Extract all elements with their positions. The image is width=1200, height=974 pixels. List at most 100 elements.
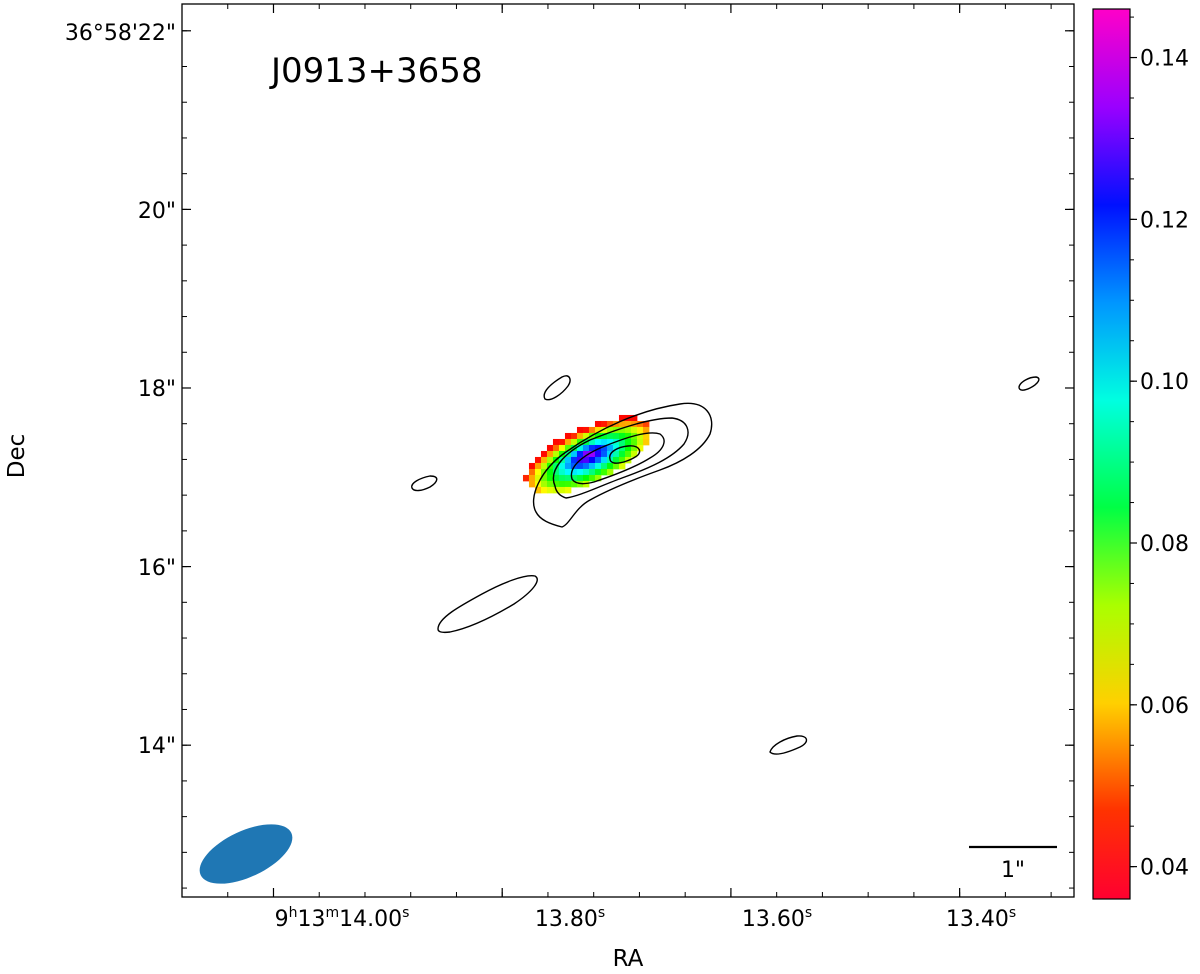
heatmap-pixel [582, 468, 590, 476]
heatmap-pixel [534, 474, 542, 482]
heatmap-pixel [540, 486, 548, 494]
x-tick-label: 13.80s [535, 905, 605, 932]
heatmap-pixel [600, 426, 608, 434]
heatmap-pixel [528, 474, 536, 482]
heatmap-pixel [606, 444, 614, 452]
heatmap-pixel [606, 468, 614, 476]
heatmap-pixel [582, 480, 590, 488]
heatmap-pixel [570, 456, 578, 464]
heatmap-pixel [576, 450, 584, 458]
heatmap-pixel [630, 414, 638, 422]
colorbar-tick-label: 0.10 [1140, 370, 1189, 395]
heatmap-pixel [582, 444, 590, 452]
plot-area: 1" J0913+3658 [181, 3, 1075, 898]
heatmap-pixel [552, 462, 560, 470]
heatmap-pixel [576, 426, 584, 434]
heatmap-pixel [552, 450, 560, 458]
heatmap-pixel [564, 438, 572, 446]
heatmap-pixel [606, 420, 614, 428]
heatmap-pixel [558, 474, 566, 482]
heatmap-pixel [588, 438, 596, 446]
heatmap-pixel [624, 426, 632, 434]
heatmap-pixel [570, 432, 578, 440]
scale-bar: 1" [969, 845, 1057, 883]
contours [411, 375, 1040, 755]
heatmap-pixel [564, 432, 572, 440]
heatmap-pixel [594, 420, 602, 428]
heatmap-pixel [618, 414, 626, 422]
heatmap-pixel [552, 474, 560, 482]
heatmap-pixel [528, 462, 536, 470]
y-axis-title: Dec [4, 434, 30, 479]
heatmap-pixel [600, 420, 608, 428]
heatmap-pixel [642, 420, 650, 428]
beam-ellipse [199, 824, 293, 884]
heatmap-pixel [558, 438, 566, 446]
heatmap-pixel [534, 486, 542, 494]
heatmap-pixel [534, 468, 542, 476]
colorbar-tick-label: 0.14 [1140, 47, 1189, 72]
heatmap-pixel [642, 432, 650, 440]
heatmap-pixel [594, 474, 602, 482]
heatmap-pixel [582, 426, 590, 434]
heatmap-pixel [618, 450, 626, 458]
x-axis-title: RA [613, 946, 644, 972]
heatmap-pixel [594, 444, 602, 452]
y-tick-label: 36°58'22" [65, 21, 176, 46]
heatmap-pixel [588, 444, 596, 452]
x-tick-label: 13.60s [742, 905, 812, 932]
heatmap-pixel [606, 432, 614, 440]
heatmap-pixel [612, 432, 620, 440]
heatmap-pixel [570, 444, 578, 452]
heatmap-pixel [588, 462, 596, 470]
heatmap-pixel [552, 438, 560, 446]
heatmap-pixel [540, 450, 548, 458]
heatmap-pixel [582, 462, 590, 470]
source-name: J0913+3658 [269, 51, 483, 91]
contour-blob-3 [437, 575, 538, 634]
y-tick-label: 20" [138, 199, 176, 224]
heatmap-pixel [576, 474, 584, 482]
heatmap-pixel [624, 420, 632, 428]
heatmap-pixel [594, 456, 602, 464]
heatmap-pixel [564, 468, 572, 476]
contour-blob-1 [543, 375, 571, 401]
heatmap-pixel [606, 438, 614, 446]
heatmap-pixel [582, 450, 590, 458]
x-tick-labels: 9h13m14.00s 13.80s 13.60s 13.40s [275, 905, 1017, 932]
heatmap-pixel [618, 426, 626, 434]
heatmap-pixel [564, 486, 572, 494]
heatmap-pixel [564, 474, 572, 482]
heatmap-pixel [630, 426, 638, 434]
heatmap-pixel [570, 468, 578, 476]
heatmap-pixel [546, 480, 554, 488]
heatmap-pixel [576, 462, 584, 470]
colorbar-ticks: 0.04 0.06 0.08 0.10 0.12 0.14 [1130, 16, 1189, 881]
heatmap-pixel [636, 420, 644, 428]
heatmap-pixel [600, 438, 608, 446]
x-tick-label: 9h13m14.00s [275, 905, 410, 932]
heatmap-pixel [558, 444, 566, 452]
heatmap-pixel [630, 444, 638, 452]
contour-middle [552, 417, 689, 499]
colorbar-tick-label: 0.12 [1140, 208, 1189, 233]
major-ticks [182, 4, 1074, 897]
heatmap-pixel [594, 462, 602, 470]
colorbar-gradient [1092, 8, 1131, 900]
heatmap-pixel [546, 444, 554, 452]
contour-outer [532, 402, 713, 528]
colorbar-tick-label: 0.06 [1140, 694, 1189, 719]
heatmap-pixel [546, 474, 554, 482]
heatmap-pixel [564, 480, 572, 488]
y-tick-label: 14" [138, 734, 176, 759]
heatmap-pixel [630, 438, 638, 446]
colorbar-tick-label: 0.08 [1140, 532, 1189, 557]
heatmap-pixel [564, 444, 572, 452]
heatmap-pixel [600, 468, 608, 476]
scale-bar-label: 1" [1001, 858, 1025, 883]
heatmap-pixel [600, 432, 608, 440]
heatmap-pixel [612, 462, 620, 470]
heatmap-pixel [624, 450, 632, 458]
heatmap-pixel [618, 456, 626, 464]
